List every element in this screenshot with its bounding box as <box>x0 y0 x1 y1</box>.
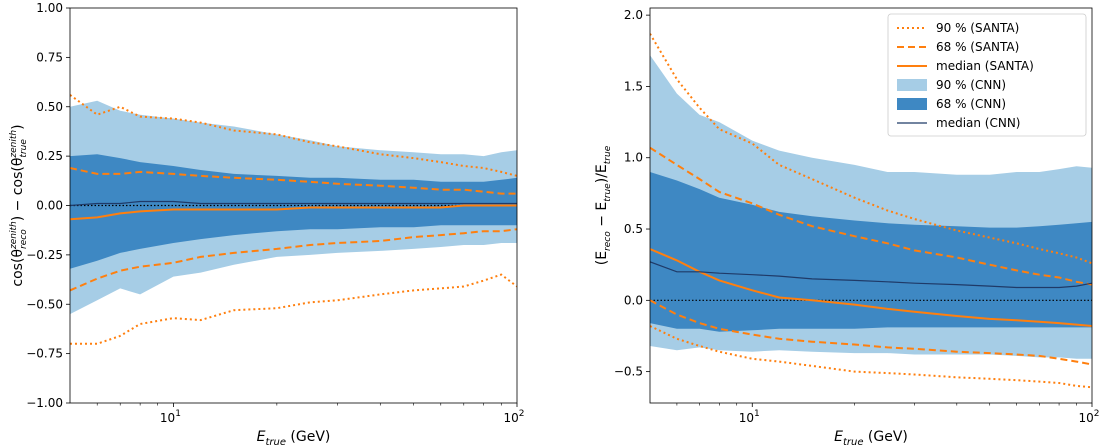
x-tick-label: 102 <box>1078 409 1099 425</box>
y-axis-label: cos(θzenithreco) − cos(θzenithtrue) <box>9 124 29 286</box>
x-axis-label: Etrue (GeV) <box>257 429 331 445</box>
y-tick-label: 1.0 <box>624 151 643 165</box>
y-tick-label: 0.50 <box>36 100 63 114</box>
y-axis-label: (Ereco − Etrue)/Etrue <box>594 145 613 265</box>
line-median-santa <box>70 204 517 221</box>
y-tick-label: −0.5 <box>614 365 643 379</box>
plot-area <box>650 33 1092 389</box>
legend-swatch-90-cnn <box>897 79 927 91</box>
legend-label-median-santa: median (SANTA) <box>936 59 1034 73</box>
x-tick-label: 101 <box>739 409 760 425</box>
x-tick-label: 102 <box>503 409 524 425</box>
y-tick-label: 2.0 <box>624 8 643 22</box>
y-tick-label: 0.75 <box>36 50 63 64</box>
legend-label-90-cnn: 90 % (CNN) <box>936 78 1006 92</box>
y-tick-label: 1.00 <box>36 1 63 15</box>
plot-area <box>70 94 517 345</box>
line-68-santa <box>70 167 517 195</box>
legend-label-90-santa: 90 % (SANTA) <box>936 21 1019 35</box>
y-tick-label: −0.25 <box>26 248 63 262</box>
legend-label-median-cnn: median (CNN) <box>936 116 1021 130</box>
y-tick-label: 0.25 <box>36 149 63 163</box>
x-tick-label: 101 <box>160 409 181 425</box>
y-tick-label: 0.00 <box>36 199 63 213</box>
line-68-santa <box>650 299 1092 366</box>
right-chart: 2.0 1.5 1.0 0.5 0.0 −0.5 101 102 Etrue (GeV) (Ere… <box>594 7 1100 445</box>
y-tick-label: −1.00 <box>26 396 63 410</box>
y-tick-label: 0.0 <box>624 293 643 307</box>
y-tick-label: −0.50 <box>26 297 63 311</box>
legend-frame <box>887 13 1087 137</box>
y-tick-label: 1.5 <box>624 79 643 93</box>
legend-label-68-cnn: 68 % (CNN) <box>936 97 1006 111</box>
left-chart: 1.00 0.75 0.50 0.25 0.00 −0.25 −0.50 −0.75 −1.00… <box>9 1 525 445</box>
legend-label-68-santa: 68 % (SANTA) <box>936 40 1019 54</box>
y-tick-label: −0.75 <box>26 347 63 361</box>
legend: 90 % (SANTA) 68 % (SANTA) median (SANTA) 90… <box>887 13 1087 137</box>
line-median-santa <box>650 248 1092 327</box>
x-axis-label: Etrue (GeV) <box>834 429 908 445</box>
legend-swatch-68-cnn <box>897 98 927 110</box>
line-68-santa <box>70 228 517 292</box>
line-90-santa <box>650 33 1092 265</box>
y-tick-label: 0.5 <box>624 222 643 236</box>
band-68-cnn <box>70 154 517 269</box>
line-median-cnn <box>70 200 517 207</box>
line-68-santa <box>650 146 1092 286</box>
axes-frame <box>649 7 1093 404</box>
line-median-cnn <box>650 261 1092 289</box>
line-90-santa <box>70 273 517 345</box>
